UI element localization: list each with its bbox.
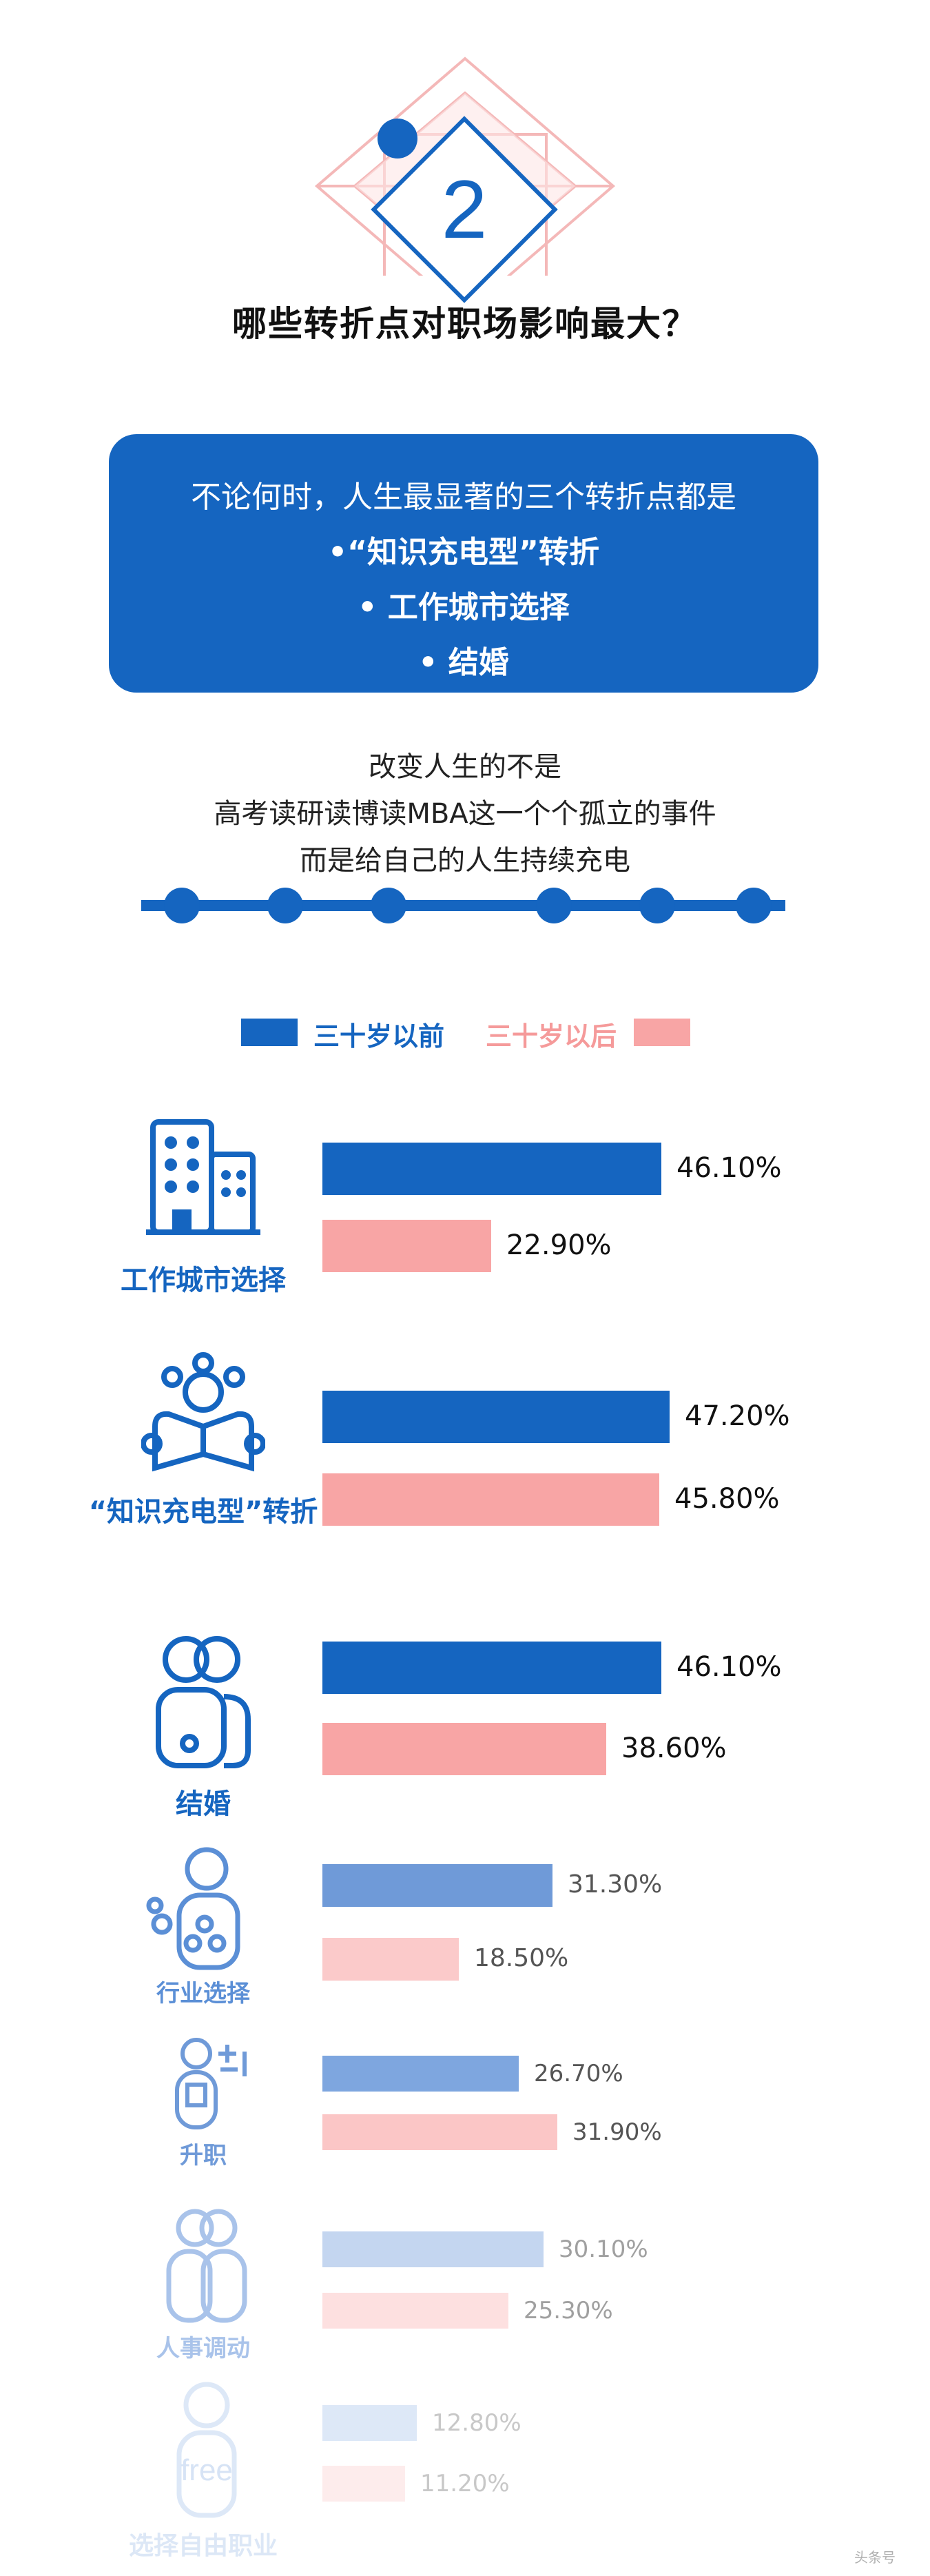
person-plus-icon — [175, 2038, 247, 2129]
bar-value-label: 18.50% — [474, 1944, 569, 1972]
summary-item: • 结婚 — [418, 645, 509, 680]
chart-row: 工作城市选择 — [0, 1116, 930, 1296]
summary-item: •“知识充电型”转折 — [328, 535, 599, 570]
bar-value-label: 22.90% — [506, 1229, 612, 1261]
timeline-dot — [164, 888, 200, 923]
category-label: 结婚 — [176, 1788, 231, 1820]
buildings-icon — [146, 1119, 260, 1235]
quote-line: 高考读研读博读MBA这一个个孤立的事件 — [214, 798, 716, 830]
bar-after30 — [322, 2466, 405, 2502]
bar-value-label: 31.30% — [568, 1870, 663, 1899]
bar-value-label: 45.80% — [674, 1483, 780, 1515]
timeline-dot — [639, 888, 675, 923]
summary-item: • 工作城市选择 — [358, 590, 570, 625]
bar-before30 — [322, 2231, 544, 2267]
category-label: 工作城市选择 — [121, 1265, 286, 1296]
legend-label-before30: 三十岁以前 — [313, 1021, 445, 1052]
section-number: 2 — [441, 163, 488, 256]
bar-after30 — [322, 1473, 659, 1526]
bar-after30 — [322, 1220, 491, 1272]
bar-before30 — [322, 1143, 661, 1195]
category-label: 人事调动 — [156, 2335, 250, 2362]
chart-row: 升职 — [0, 2036, 930, 2174]
watermark: 头条号 — [854, 2549, 896, 2566]
bar-value-label: 12.80% — [432, 2409, 521, 2437]
category-label: 升职 — [180, 2142, 227, 2169]
chart-row: 行业选择 — [0, 1847, 930, 2012]
quote-line: 而是给自己的人生持续充电 — [300, 845, 630, 877]
bar-value-label: 38.60% — [621, 1732, 727, 1764]
bar-after30 — [322, 1723, 606, 1775]
category-label: “知识充电型”转折 — [88, 1496, 318, 1528]
summary-intro: 不论何时，人生最显著的三个转折点都是 — [191, 480, 736, 515]
category-label: 行业选择 — [156, 1980, 250, 2007]
legend-swatch-pink — [634, 1019, 690, 1046]
couple-icon — [156, 1636, 251, 1768]
timeline-dot — [736, 888, 772, 923]
timeline-dot — [267, 888, 303, 923]
chart-row: free 选择自由职业 — [0, 2381, 930, 2560]
bar-value-label: 25.30% — [524, 2297, 613, 2324]
timeline-dot — [536, 888, 572, 923]
chart-row: 人事调动 — [0, 2209, 930, 2362]
timeline-dot — [371, 888, 406, 923]
legend-swatch-blue — [241, 1019, 298, 1046]
bar-value-label: 46.10% — [676, 1152, 782, 1184]
chart-row: 结婚 — [0, 1633, 930, 1826]
summary-box: 不论何时，人生最显著的三个转折点都是 •“知识充电型”转折 • 工作城市选择 •… — [109, 434, 818, 693]
bar-value-label: 26.70% — [534, 2060, 623, 2087]
two-people-icon — [166, 2209, 247, 2323]
bar-value-label: 47.20% — [685, 1400, 790, 1432]
person-bubbles-icon — [146, 1847, 240, 1970]
bar-value-label: 31.90% — [572, 2118, 662, 2146]
bar-before30 — [322, 1391, 670, 1443]
bar-value-label: 46.10% — [676, 1651, 782, 1683]
page-title: 哪些转折点对职场影响最大？ — [232, 304, 698, 344]
bar-after30 — [322, 1938, 459, 1981]
bar-before30 — [322, 1864, 552, 1907]
bar-before30 — [322, 2056, 519, 2092]
quote-line: 改变人生的不是 — [369, 751, 561, 783]
bar-value-label: 11.20% — [420, 2470, 510, 2497]
free-person-icon — [176, 2382, 237, 2518]
bar-value-label: 30.10% — [559, 2236, 648, 2263]
bar-after30 — [322, 2293, 508, 2329]
chart-row: “知识充电型”转折 — [0, 1351, 930, 1578]
legend-label-after30: 三十岁以后 — [486, 1021, 617, 1052]
category-label: 选择自由职业 — [128, 2532, 278, 2560]
bar-before30 — [322, 1642, 661, 1694]
bar-after30 — [322, 2114, 557, 2150]
free-icon-text: free — [180, 2453, 233, 2487]
blue-dot — [378, 119, 417, 159]
bar-before30 — [322, 2405, 417, 2441]
reading-person-icon — [141, 1352, 265, 1472]
